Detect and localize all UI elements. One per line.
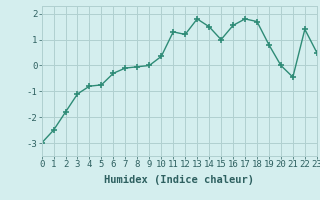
X-axis label: Humidex (Indice chaleur): Humidex (Indice chaleur) (104, 175, 254, 185)
